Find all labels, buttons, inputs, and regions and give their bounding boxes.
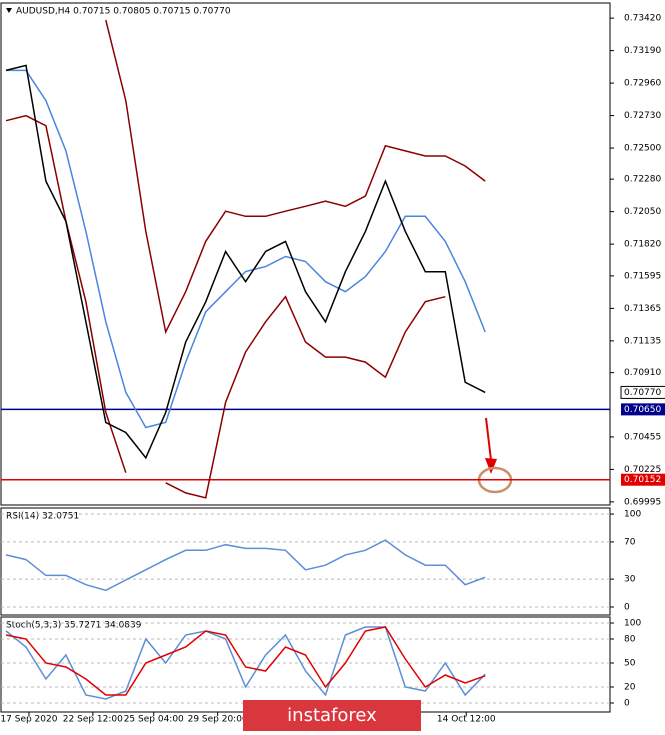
series-line — [6, 69, 486, 429]
y-tick-label: 0.73420 — [624, 14, 661, 24]
y-tick-label: 80 — [624, 635, 636, 645]
y-tick-label: 50 — [624, 659, 636, 669]
y-tick-label: 0 — [624, 699, 630, 709]
chart-title: AUDUSD,H4 0.70715 0.70805 0.70715 0.7077… — [16, 7, 231, 17]
series-line — [5, 539, 486, 592]
level-label-box — [621, 473, 665, 486]
y-tick-label: 30 — [624, 575, 636, 585]
level-label: 0.70152 — [624, 475, 661, 485]
y-tick-label: 0.71365 — [624, 304, 661, 314]
x-tick-label: 25 Sep 04:00 — [124, 715, 184, 725]
y-tick-label: 0.71820 — [624, 240, 661, 250]
y-tick-label: 0.69995 — [624, 497, 661, 507]
collapse-icon — [6, 8, 12, 13]
x-tick-label: 14 Oct 12:00 — [437, 715, 496, 725]
series-line — [105, 19, 486, 335]
y-tick-label: 0.72050 — [624, 207, 661, 217]
series-line — [5, 626, 486, 700]
level-label: 0.70650 — [624, 405, 661, 415]
y-tick-label: 0.72960 — [624, 79, 661, 89]
y-tick-label: 70 — [624, 537, 636, 547]
y-tick-label: 0.71595 — [624, 271, 661, 281]
y-tick-label: 0.70225 — [624, 465, 661, 475]
price-label: 0.70770 — [624, 388, 661, 398]
x-tick-label: 29 Sep 20:00 — [188, 715, 248, 725]
y-tick-label: 0.73190 — [624, 46, 661, 56]
y-tick-label: 20 — [624, 683, 636, 693]
rsi-title: RSI(14) 32.0751 — [6, 512, 79, 522]
y-tick-label: 0.71135 — [624, 336, 661, 346]
arrow-head — [485, 458, 497, 474]
watermark: instaforex — [287, 705, 377, 726]
y-tick-label: 0.72730 — [624, 111, 661, 121]
y-tick-label: 0.70910 — [624, 368, 661, 378]
watermark-box — [243, 700, 421, 731]
series-line — [5, 64, 486, 460]
y-tick-label: 100 — [624, 510, 641, 520]
rsi-panel — [0, 507, 611, 616]
y-tick-label: 0.70455 — [624, 432, 661, 442]
y-tick-label: 0.72500 — [624, 144, 661, 154]
y-tick-label: 100 — [624, 619, 641, 629]
y-tick-label: 0.72280 — [624, 175, 661, 185]
x-tick-label: 22 Sep 12:00 — [63, 715, 123, 725]
main-panel — [0, 2, 611, 506]
stoch-title: Stoch(5,3,3) 35.7271 34.0839 — [6, 621, 142, 631]
price-label-box — [620, 385, 665, 399]
arrow — [485, 417, 492, 461]
y-tick-label: 0 — [624, 603, 630, 613]
level-label-box — [621, 403, 665, 416]
x-tick-label: 17 Sep 2020 — [0, 715, 57, 725]
series-line — [5, 626, 486, 696]
